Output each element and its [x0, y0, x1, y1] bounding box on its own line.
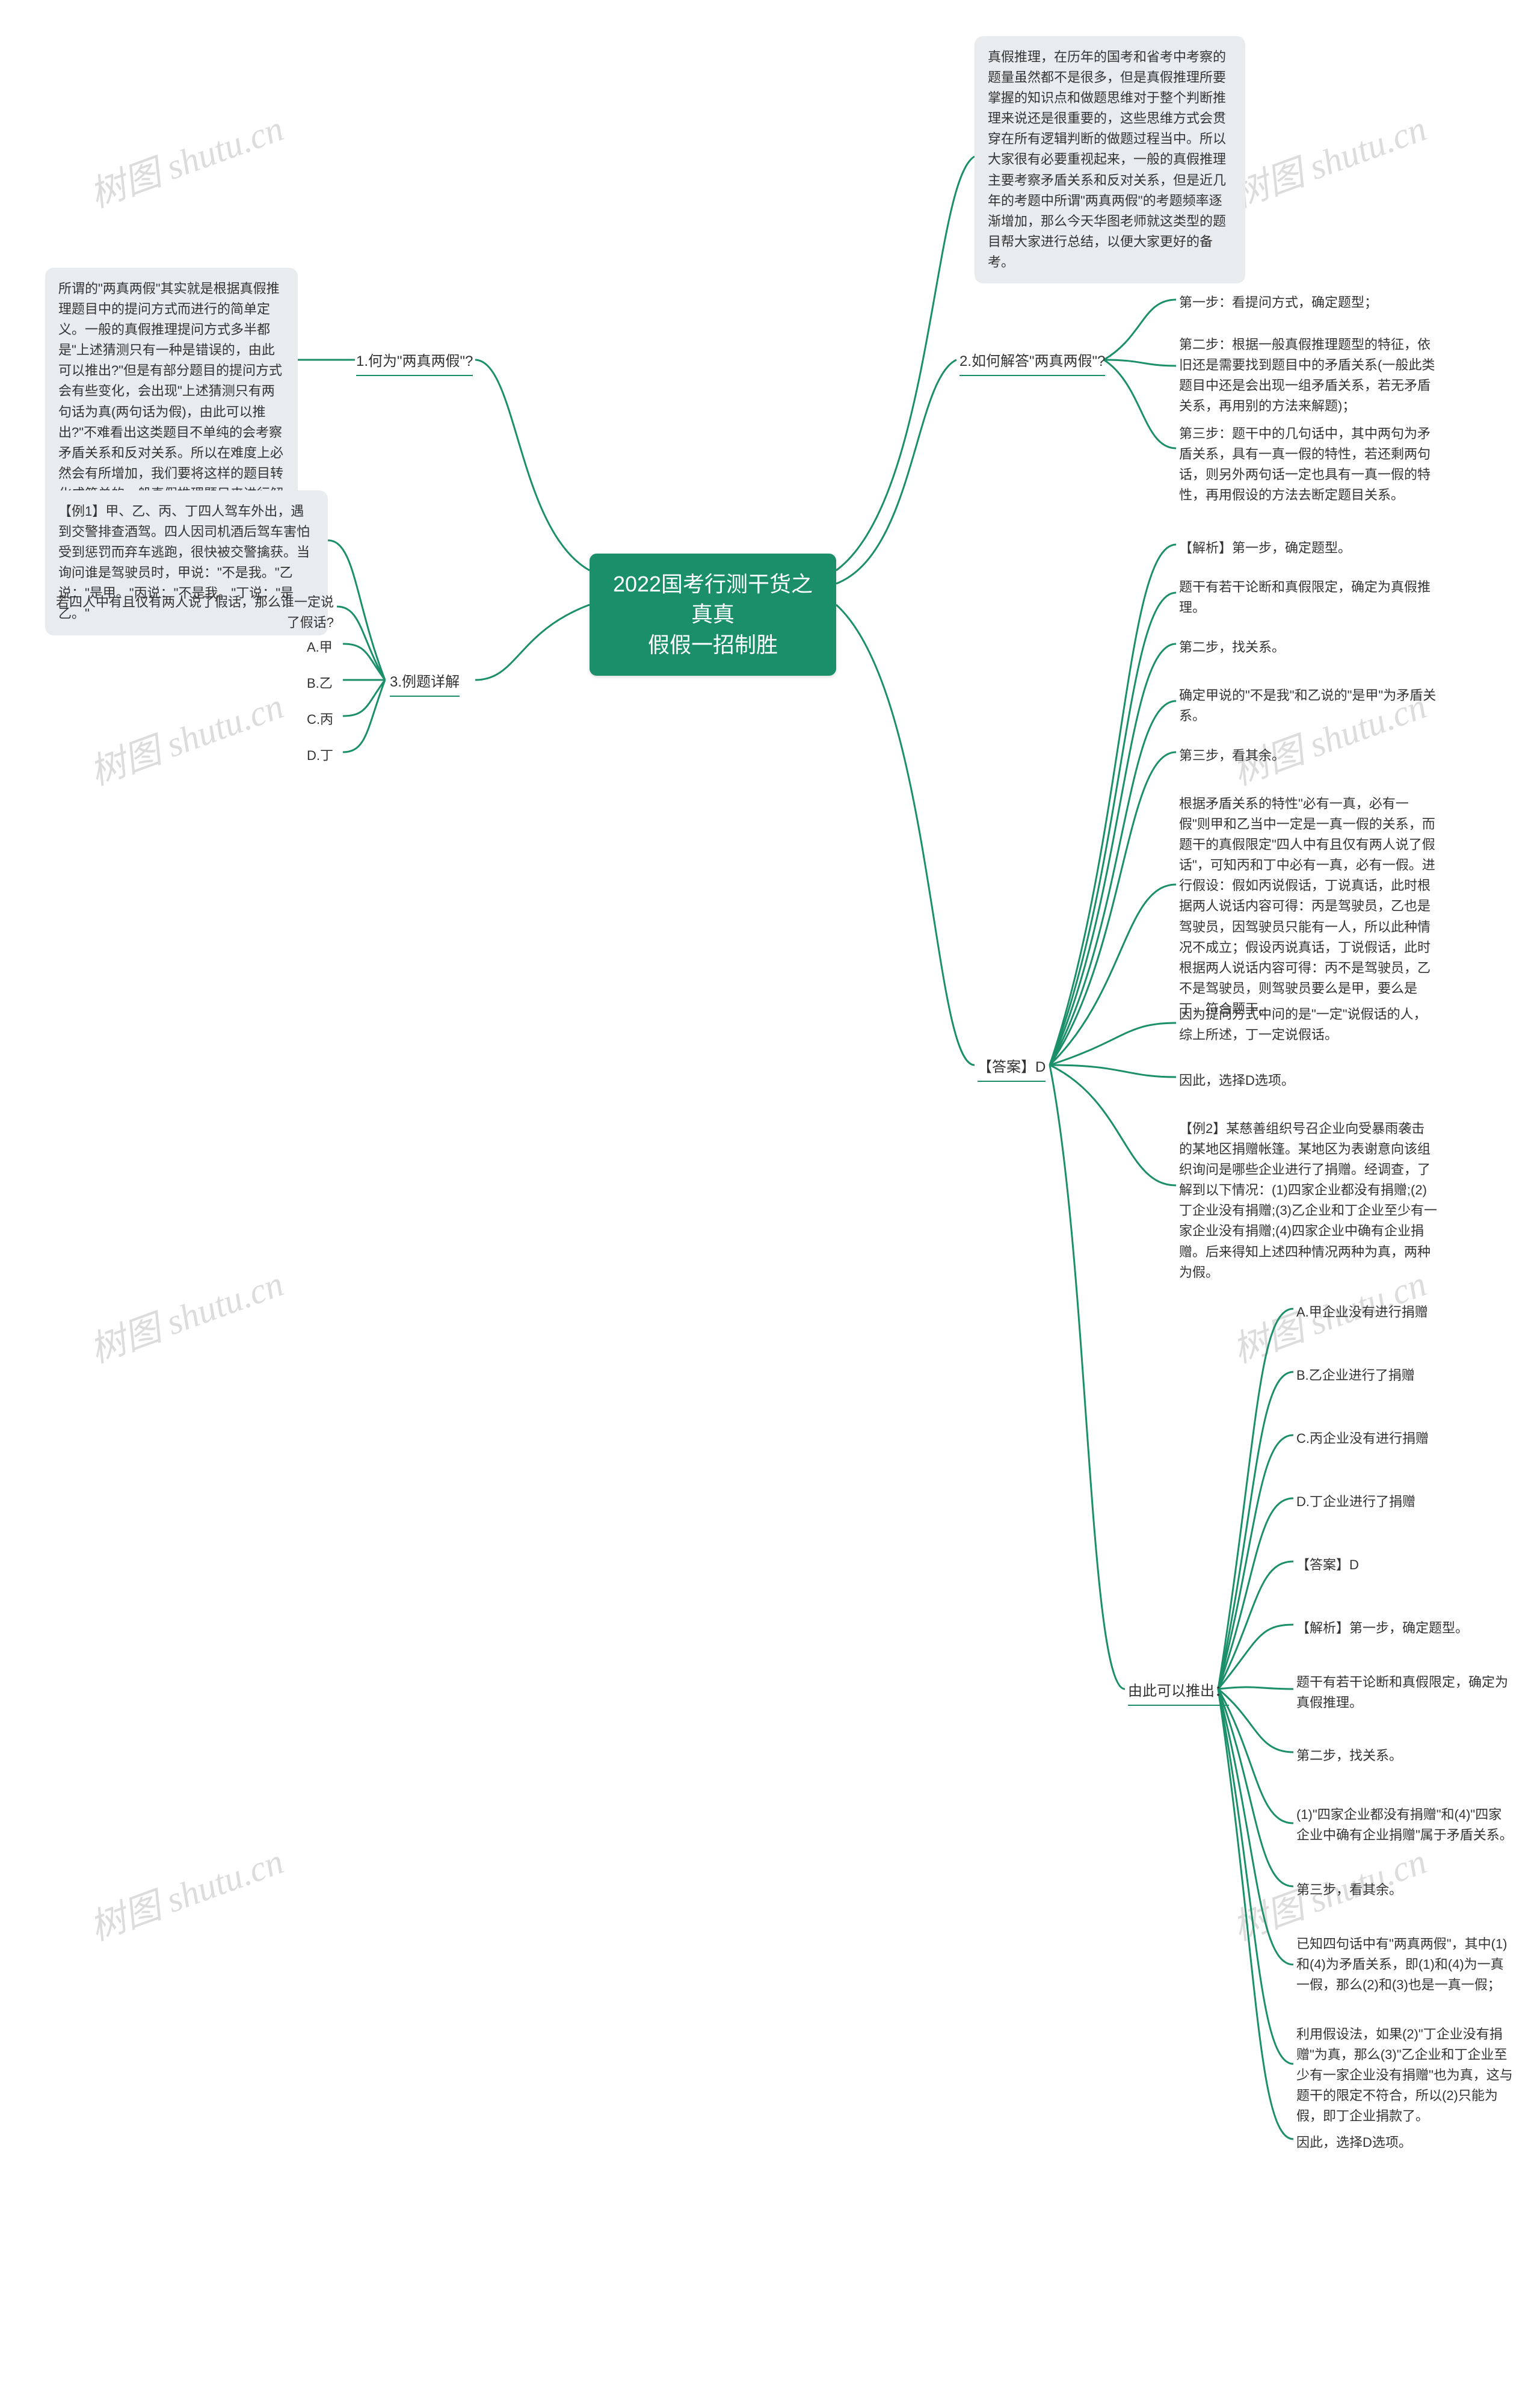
center-line2: 假假一招制胜 [648, 632, 778, 657]
answer-d-label: 【答案】D [978, 1056, 1046, 1082]
watermark: 树图 shutu.cn [81, 677, 289, 795]
q2-step3: 第三步：题干中的几句话中，其中两句为矛盾关系，具有一真一假的特性，若还剩两句话，… [1179, 421, 1438, 508]
ex1-opt-d: D.丁 [307, 743, 333, 768]
ex1-opt-c: C.丙 [307, 707, 333, 732]
ex2-opt-a: A.甲企业没有进行捐赠 [1296, 1300, 1513, 1325]
ex1-question: 若四人中有且仅有两人说了假话，那么谁一定说了假话? [45, 590, 334, 635]
ans-step8: 因此，选择D选项。 [1179, 1068, 1438, 1093]
ex2-stem: 【例2】某慈善组织号召企业向受暴雨袭击的某地区捐赠帐篷。某地区为表谢意向该组织询… [1179, 1116, 1438, 1285]
ex2-s5: 第三步，看其余。 [1296, 1877, 1513, 1903]
watermark: 树图 shutu.cn [81, 1255, 289, 1373]
q2-label-text: 2.如何解答"两真两假"? [959, 350, 1105, 376]
q2-label: 2.如何解答"两真两假"? [959, 350, 1105, 376]
ans-step2: 题干有若干论断和真假限定，确定为真假推理。 [1179, 575, 1438, 620]
ans-step6: 根据矛盾关系的特性"必有一真，必有一假"则甲和乙当中一定是一真一假的关系，而题干… [1179, 791, 1438, 1022]
deduce-text: 由此可以推出： [1128, 1680, 1229, 1706]
ex2-opt-d: D.丁企业进行了捐赠 [1296, 1489, 1513, 1515]
ex2-s6: 已知四句话中有"两真两假"，其中(1)和(4)为矛盾关系，即(1)和(4)为一真… [1296, 1932, 1513, 1998]
q3-label: 3.例题详解 [390, 671, 460, 697]
ans-step5: 第三步，看其余。 [1179, 743, 1438, 768]
ex2-s1: 【解析】第一步，确定题型。 [1296, 1616, 1513, 1641]
deduce-label: 由此可以推出： [1128, 1680, 1229, 1706]
intro-bubble: 真假推理，在历年的国考和省考中考察的题量虽然都不是很多，但是真假推理所要掌握的知… [975, 36, 1245, 283]
ans-step3: 第二步，找关系。 [1179, 635, 1438, 660]
q2-step2: 第二步：根据一般真假推理题型的特征，依旧还是需要找到题目中的矛盾关系(一般此类题… [1179, 332, 1438, 419]
ans-step7: 因为提问方式中问的是"一定"说假话的人，综上所述，丁一定说假话。 [1179, 1002, 1438, 1048]
ex1-opt-b: B.乙 [307, 671, 333, 696]
ex2-s3: 第二步，找关系。 [1296, 1743, 1513, 1768]
q1-label: 1.何为"两真两假"? [356, 350, 473, 376]
ans-step1: 【解析】第一步，确定题型。 [1179, 536, 1438, 561]
center-topic: 2022国考行测干货之真真 假假一招制胜 [590, 554, 836, 676]
ex2-opt-b: B.乙企业进行了捐赠 [1296, 1363, 1513, 1388]
q1-label-text: 1.何为"两真两假"? [356, 350, 473, 376]
center-line1: 2022国考行测干货之真真 [613, 572, 813, 626]
ex2-s8: 因此，选择D选项。 [1296, 2130, 1513, 2155]
q2-step1: 第一步：看提问方式，确定题型； [1179, 290, 1438, 315]
ex2-s7: 利用假设法，如果(2)"丁企业没有捐赠"为真，那么(3)"乙企业和丁企业至少有一… [1296, 2022, 1513, 2129]
ex2-s2: 题干有若干论断和真假限定，确定为真假推理。 [1296, 1670, 1513, 1715]
answer-d-text: 【答案】D [978, 1056, 1046, 1082]
watermark: 树图 shutu.cn [1224, 99, 1432, 218]
ans-step4: 确定甲说的"不是我"和乙说的"是甲"为矛盾关系。 [1179, 683, 1438, 729]
watermark: 树图 shutu.cn [81, 1832, 289, 1951]
watermark: 树图 shutu.cn [81, 99, 289, 218]
q3-label-text: 3.例题详解 [390, 671, 460, 697]
ex2-s4: (1)"四家企业都没有捐赠"和(4)"四家企业中确有企业捐赠"属于矛盾关系。 [1296, 1802, 1513, 1848]
ex1-opt-a: A.甲 [307, 635, 333, 660]
ex2-opt-c: C.丙企业没有进行捐赠 [1296, 1426, 1513, 1451]
mindmap-canvas: 树图 shutu.cn 树图 shutu.cn 树图 shutu.cn 树图 s… [0, 0, 1540, 2387]
ex2-answer: 【答案】D [1296, 1552, 1513, 1578]
